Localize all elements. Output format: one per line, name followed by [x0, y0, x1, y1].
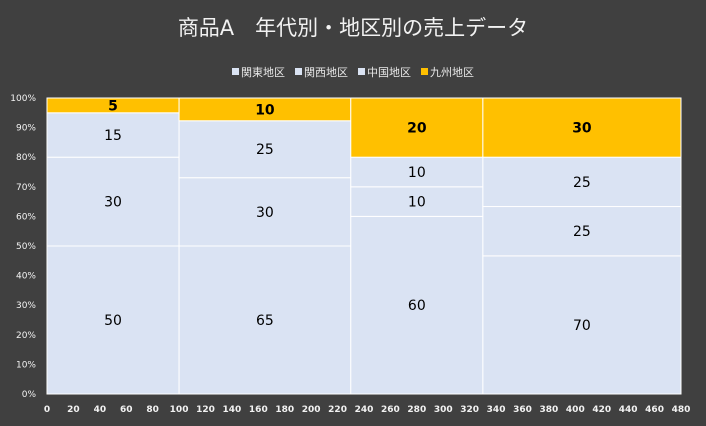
x-tick-label: 420	[592, 405, 611, 415]
x-tick-label: 400	[566, 405, 585, 415]
data-label: 10	[255, 102, 275, 118]
x-tick-label: 220	[328, 405, 347, 415]
data-label: 30	[104, 195, 122, 211]
bar-segment	[350, 186, 484, 217]
legend-swatch	[232, 68, 239, 75]
y-tick-label: 40%	[16, 272, 36, 282]
bar-segment	[482, 255, 682, 395]
bar-segment	[482, 206, 682, 257]
bar-segment	[46, 156, 180, 247]
data-label: 25	[573, 175, 591, 191]
data-label: 15	[104, 128, 122, 144]
legend-item-1: 関東地区	[232, 64, 285, 80]
data-label: 10	[408, 195, 426, 211]
x-tick-label: 20	[67, 405, 80, 415]
x-tick-label: 320	[460, 405, 479, 415]
x-tick-label: 100	[170, 405, 189, 415]
legend-item-3: 中国地区	[358, 64, 411, 80]
bar-segment	[178, 177, 352, 247]
data-label: 50	[104, 313, 122, 329]
data-label: 30	[256, 205, 274, 221]
x-tick-label: 460	[645, 405, 664, 415]
x-tick-label: 340	[487, 405, 506, 415]
bar-segment	[178, 120, 352, 179]
chart-title: 商品A 年代別・地区別の売上データ	[177, 16, 529, 40]
legend-swatch	[295, 68, 302, 75]
x-tick-label: 280	[407, 405, 426, 415]
data-label: 20	[407, 121, 427, 137]
legend: 関東地区 関西地区 中国地区 九州地区	[0, 64, 706, 80]
data-label: 10	[408, 165, 426, 181]
x-tick-label: 240	[355, 405, 374, 415]
x-tick-label: 300	[434, 405, 453, 415]
x-tick-label: 120	[196, 405, 215, 415]
y-tick-label: 0%	[22, 390, 37, 400]
x-tick-label: 60	[120, 405, 133, 415]
y-tick-label: 60%	[16, 212, 36, 222]
bar-segment	[350, 156, 484, 188]
x-tick-label: 380	[540, 405, 559, 415]
legend-label: 関西地区	[304, 66, 348, 79]
legend-swatch	[358, 68, 365, 75]
x-tick-label: 160	[249, 405, 268, 415]
x-tick-label: 360	[513, 405, 532, 415]
data-label: 25	[256, 142, 274, 158]
x-tick-label: 80	[146, 405, 159, 415]
bar-segment	[482, 156, 682, 208]
y-tick-label: 30%	[16, 301, 36, 311]
x-tick-label: 260	[381, 405, 400, 415]
data-label: 65	[256, 313, 274, 329]
y-tick-label: 50%	[16, 242, 36, 252]
y-tick-label: 100%	[10, 94, 36, 104]
y-tick-label: 10%	[16, 360, 36, 370]
y-tick-label: 20%	[16, 331, 36, 341]
y-tick-label: 80%	[16, 153, 36, 163]
data-label: 70	[573, 318, 591, 334]
x-tick-label: 0	[44, 405, 50, 415]
legend-swatch	[421, 68, 428, 75]
x-tick-label: 180	[275, 405, 294, 415]
y-tick-label: 70%	[16, 183, 36, 193]
legend-item-2: 関西地区	[295, 64, 348, 80]
data-label: 60	[408, 298, 426, 314]
x-tick-label: 440	[619, 405, 638, 415]
legend-label: 関東地区	[241, 66, 285, 79]
legend-label: 中国地区	[367, 66, 411, 79]
legend-item-4: 九州地区	[421, 64, 474, 80]
x-tick-label: 40	[94, 405, 107, 415]
data-label: 30	[572, 121, 592, 137]
bar-segment	[482, 97, 682, 158]
y-tick-label: 90%	[16, 124, 36, 134]
x-tick-label: 200	[302, 405, 321, 415]
x-tick-label: 140	[223, 405, 242, 415]
data-label: 5	[108, 98, 118, 114]
legend-label: 九州地区	[430, 66, 474, 79]
x-tick-label: 480	[672, 405, 691, 415]
bar-segment	[350, 97, 484, 158]
bar-segment	[46, 245, 180, 395]
data-label: 25	[573, 224, 591, 240]
